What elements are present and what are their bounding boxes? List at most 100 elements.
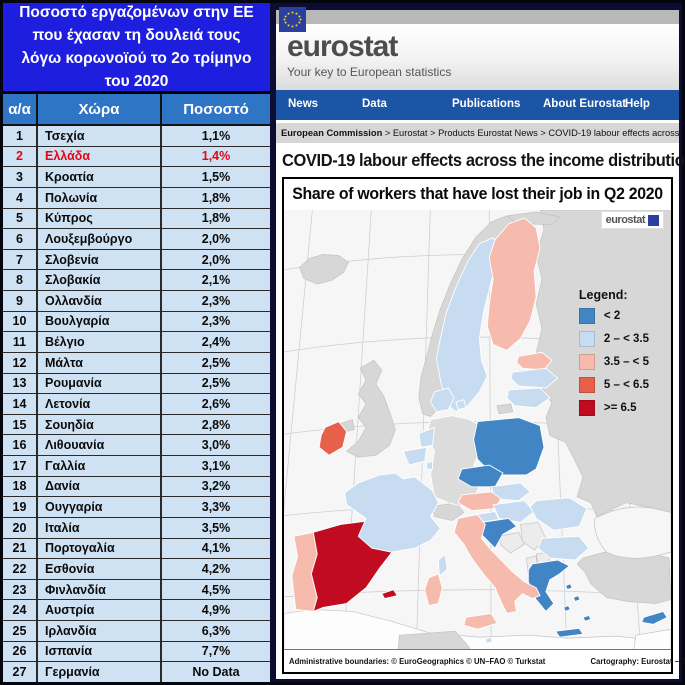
table-row: 17 Γαλλία 3,1% bbox=[3, 456, 270, 477]
row-country: Αυστρία bbox=[38, 600, 162, 620]
europe-map-svg bbox=[284, 210, 671, 650]
row-rank: 20 bbox=[3, 517, 38, 538]
legend-label: < 2 bbox=[603, 310, 621, 322]
row-country: Εσθονία bbox=[38, 559, 162, 579]
row-country: Δανία bbox=[38, 476, 162, 497]
table-row: 15 Σουηδία 2,8% bbox=[3, 414, 270, 436]
row-country: Σλοβακία bbox=[38, 270, 162, 290]
row-value: 1,1% bbox=[201, 128, 231, 143]
legend-swatch bbox=[578, 308, 595, 324]
legend-swatch bbox=[578, 400, 595, 416]
row-value: 3,3% bbox=[201, 500, 231, 515]
legend-item: 5 – < 6.5 bbox=[578, 377, 649, 393]
row-value: 4,5% bbox=[201, 582, 231, 597]
row-country: Κροατία bbox=[38, 167, 162, 187]
row-country: Βέλγιο bbox=[38, 332, 162, 352]
table-row: 20 Ιταλία 3,5% bbox=[3, 517, 270, 539]
legend-label: >= 6.5 bbox=[603, 402, 637, 414]
eu-flag-mini-icon bbox=[648, 214, 659, 226]
row-country: Βουλγαρία bbox=[38, 311, 162, 332]
row-rank: 10 bbox=[3, 311, 38, 332]
row-value: 1,4% bbox=[201, 149, 231, 164]
row-rank: 14 bbox=[3, 394, 38, 414]
legend-items: < 2 2 – < 3.5 3.5 – < 5 5 – < 6.5 >= 6.5 bbox=[578, 308, 649, 416]
row-country: Λουξεμβούργο bbox=[38, 229, 162, 249]
row-value: 2,6% bbox=[201, 396, 231, 411]
country-ireland bbox=[318, 421, 348, 456]
eu-flag-icon bbox=[279, 7, 306, 32]
nav-item-help[interactable]: Help bbox=[625, 98, 650, 110]
legend-item: 3.5 – < 5 bbox=[578, 354, 649, 370]
main-nav: News Data Publications About Eurostat Help bbox=[276, 90, 679, 120]
legend-label: 3.5 – < 5 bbox=[603, 356, 649, 368]
row-country: Ιρλανδία bbox=[38, 621, 162, 641]
country-aegean-island bbox=[562, 604, 571, 613]
country-hungary bbox=[492, 500, 535, 523]
country-denmark bbox=[430, 387, 455, 413]
eurostat-badge-label: eurostat bbox=[605, 214, 646, 226]
eurostat-tagline: Your key to European statistics bbox=[287, 65, 452, 79]
breadcrumb-root[interactable]: European Commission bbox=[281, 128, 383, 138]
row-rank: 19 bbox=[3, 497, 38, 517]
breadcrumb-rest[interactable]: > Eurostat > Products Eurostat News > CO… bbox=[384, 128, 679, 138]
legend-swatch bbox=[578, 354, 595, 370]
legend-title: Legend: bbox=[578, 288, 628, 302]
table-row: 12 Μάλτα 2,5% bbox=[3, 352, 270, 374]
row-rank: 21 bbox=[3, 538, 38, 559]
country-corsica bbox=[437, 553, 448, 577]
row-rank: 22 bbox=[3, 559, 38, 579]
country-levant bbox=[633, 628, 671, 650]
choropleth-map-box: Share of workers that have lost their jo… bbox=[282, 177, 685, 674]
eurostat-logo[interactable]: eurostat bbox=[287, 30, 398, 63]
table-row: 4 Πολωνία 1,8% bbox=[3, 187, 270, 209]
legend-label: 2 – < 3.5 bbox=[603, 333, 649, 345]
row-rank: 16 bbox=[3, 435, 38, 455]
row-rank: 11 bbox=[3, 332, 38, 352]
row-value: 3,0% bbox=[201, 438, 231, 453]
table-row: 6 Λουξεμβούργο 2,0% bbox=[3, 229, 270, 250]
row-rank: 25 bbox=[3, 621, 38, 641]
black-sea bbox=[594, 506, 671, 559]
table-row: 27 Γερμανία No Data bbox=[3, 662, 270, 682]
row-country: Ουγγαρία bbox=[38, 497, 162, 517]
country-crete bbox=[554, 627, 584, 638]
row-value: 4,1% bbox=[201, 541, 231, 556]
row-value: 7,7% bbox=[201, 644, 231, 659]
row-country: Ελλάδα bbox=[38, 146, 162, 167]
row-country: Φινλανδία bbox=[38, 579, 162, 600]
page-title: COVID-19 labour effects across the incom… bbox=[282, 149, 685, 170]
country-aegean-island bbox=[572, 595, 581, 603]
table-row: 18 Δανία 3,2% bbox=[3, 476, 270, 498]
row-country: Πολωνία bbox=[38, 187, 162, 208]
table-row: 2 Ελλάδα 1,4% bbox=[3, 146, 270, 168]
col-header-country: Χώρα bbox=[38, 94, 162, 124]
row-country: Ολλανδία bbox=[38, 291, 162, 311]
legend-swatch bbox=[578, 331, 595, 347]
non-eu-land bbox=[284, 210, 671, 650]
row-rank: 8 bbox=[3, 270, 38, 290]
jobs-lost-table-panel: Ποσοστό εργαζομένων στην ΕΕ που έχασαν τ… bbox=[3, 3, 271, 682]
row-value: 2,1% bbox=[201, 273, 231, 288]
row-value: 2,4% bbox=[201, 335, 231, 350]
table-row: 24 Αυστρία 4,9% bbox=[3, 600, 270, 621]
table-row: 16 Λιθουανία 3,0% bbox=[3, 435, 270, 456]
country-luxembourg bbox=[426, 460, 433, 470]
row-value: 2,5% bbox=[201, 376, 231, 391]
country-poland bbox=[473, 417, 545, 476]
nav-item-news[interactable]: News bbox=[288, 98, 319, 110]
row-value: 2,3% bbox=[201, 314, 231, 329]
nav-item-data[interactable]: Data bbox=[362, 98, 387, 110]
country-sicily bbox=[463, 612, 498, 630]
legend-swatch bbox=[578, 377, 595, 393]
nav-item-about-eurostat[interactable]: About Eurostat bbox=[543, 98, 627, 110]
country-france bbox=[344, 472, 441, 553]
nav-item-publications[interactable]: Publications bbox=[452, 98, 521, 110]
row-value: 3,2% bbox=[201, 479, 231, 494]
row-rank: 18 bbox=[3, 476, 38, 497]
article-title-row: COVID-19 labour effects across the incom… bbox=[276, 143, 685, 177]
row-value: 2,0% bbox=[201, 252, 231, 267]
row-value: 4,9% bbox=[201, 603, 231, 618]
table-row: 9 Ολλανδία 2,3% bbox=[3, 291, 270, 312]
row-value: 2,5% bbox=[201, 355, 231, 370]
